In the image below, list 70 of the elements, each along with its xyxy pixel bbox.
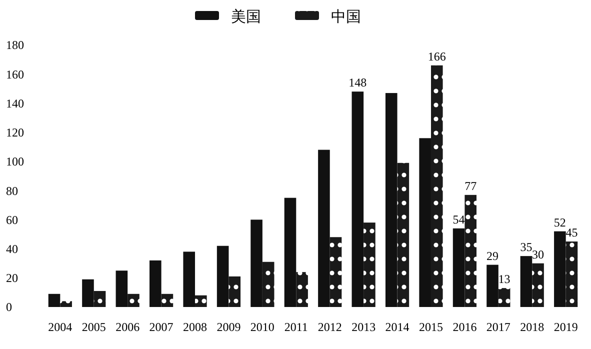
bar xyxy=(532,263,544,307)
y-tick-label: 100 xyxy=(6,154,24,169)
bar xyxy=(48,294,60,307)
bar xyxy=(498,288,510,307)
x-tick-label: 2011 xyxy=(284,320,308,334)
data-label: 29 xyxy=(486,248,499,263)
bar xyxy=(161,294,174,307)
bar xyxy=(82,279,94,307)
x-tick-label: 2017 xyxy=(486,320,510,334)
x-tick-label: 2014 xyxy=(385,320,410,334)
y-tick-label: 60 xyxy=(6,212,18,227)
bar xyxy=(452,228,465,307)
y-tick-label: 160 xyxy=(6,67,24,82)
bar xyxy=(94,290,106,307)
bar xyxy=(486,264,498,307)
bar xyxy=(284,198,296,307)
bar xyxy=(364,222,376,307)
bar xyxy=(566,242,578,307)
data-label: 54 xyxy=(452,212,465,226)
data-label: 77 xyxy=(464,178,477,193)
bar xyxy=(352,92,364,307)
x-tick-label: 2007 xyxy=(149,320,174,334)
x-tick-label: 2006 xyxy=(116,320,140,334)
bar xyxy=(195,295,207,307)
data-label: 148 xyxy=(348,76,367,90)
x-tick-label: 2015 xyxy=(418,320,443,334)
bar xyxy=(318,150,330,307)
bar xyxy=(554,231,566,307)
x-tick-label: 2016 xyxy=(452,320,477,334)
bar xyxy=(216,246,229,307)
data-label: 30 xyxy=(532,247,544,262)
data-label: 166 xyxy=(428,49,446,64)
x-tick-label: 2004 xyxy=(48,320,72,334)
bar xyxy=(128,294,140,307)
x-tick-label: 2010 xyxy=(250,320,274,334)
bar xyxy=(262,262,274,307)
y-tick-label: 40 xyxy=(6,242,18,256)
bar xyxy=(385,93,398,307)
bar xyxy=(60,301,72,307)
x-tick-label: 2019 xyxy=(554,320,578,334)
bar xyxy=(397,162,410,307)
data-label: 52 xyxy=(554,215,566,230)
x-tick-label: 2005 xyxy=(82,320,106,334)
y-tick-label: 0 xyxy=(6,300,12,314)
bar xyxy=(150,260,162,307)
y-tick-label: 180 xyxy=(6,38,24,52)
bar xyxy=(183,252,196,307)
x-tick-label: 2013 xyxy=(352,320,376,334)
bar xyxy=(419,138,431,307)
x-tick-label: 2018 xyxy=(520,320,544,334)
bar xyxy=(464,194,476,307)
bar xyxy=(330,237,342,307)
bar xyxy=(520,256,532,307)
y-tick-label: 80 xyxy=(6,184,18,198)
legend-label: 美国 xyxy=(231,8,261,26)
bar xyxy=(228,276,241,307)
bar xyxy=(430,65,443,307)
bar xyxy=(116,270,128,307)
data-label: 35 xyxy=(520,240,532,254)
y-tick-label: 120 xyxy=(6,126,24,140)
y-tick-label: 140 xyxy=(6,96,24,110)
y-tick-label: 20 xyxy=(6,271,18,286)
x-tick-label: 2009 xyxy=(216,320,241,334)
x-tick-label: 2008 xyxy=(183,320,208,334)
data-label: 13 xyxy=(498,272,510,286)
x-tick-label: 2012 xyxy=(318,320,342,334)
bar xyxy=(296,272,308,307)
legend-label: 中国 xyxy=(331,8,361,26)
bar xyxy=(250,220,262,307)
data-label: 45 xyxy=(566,226,578,240)
